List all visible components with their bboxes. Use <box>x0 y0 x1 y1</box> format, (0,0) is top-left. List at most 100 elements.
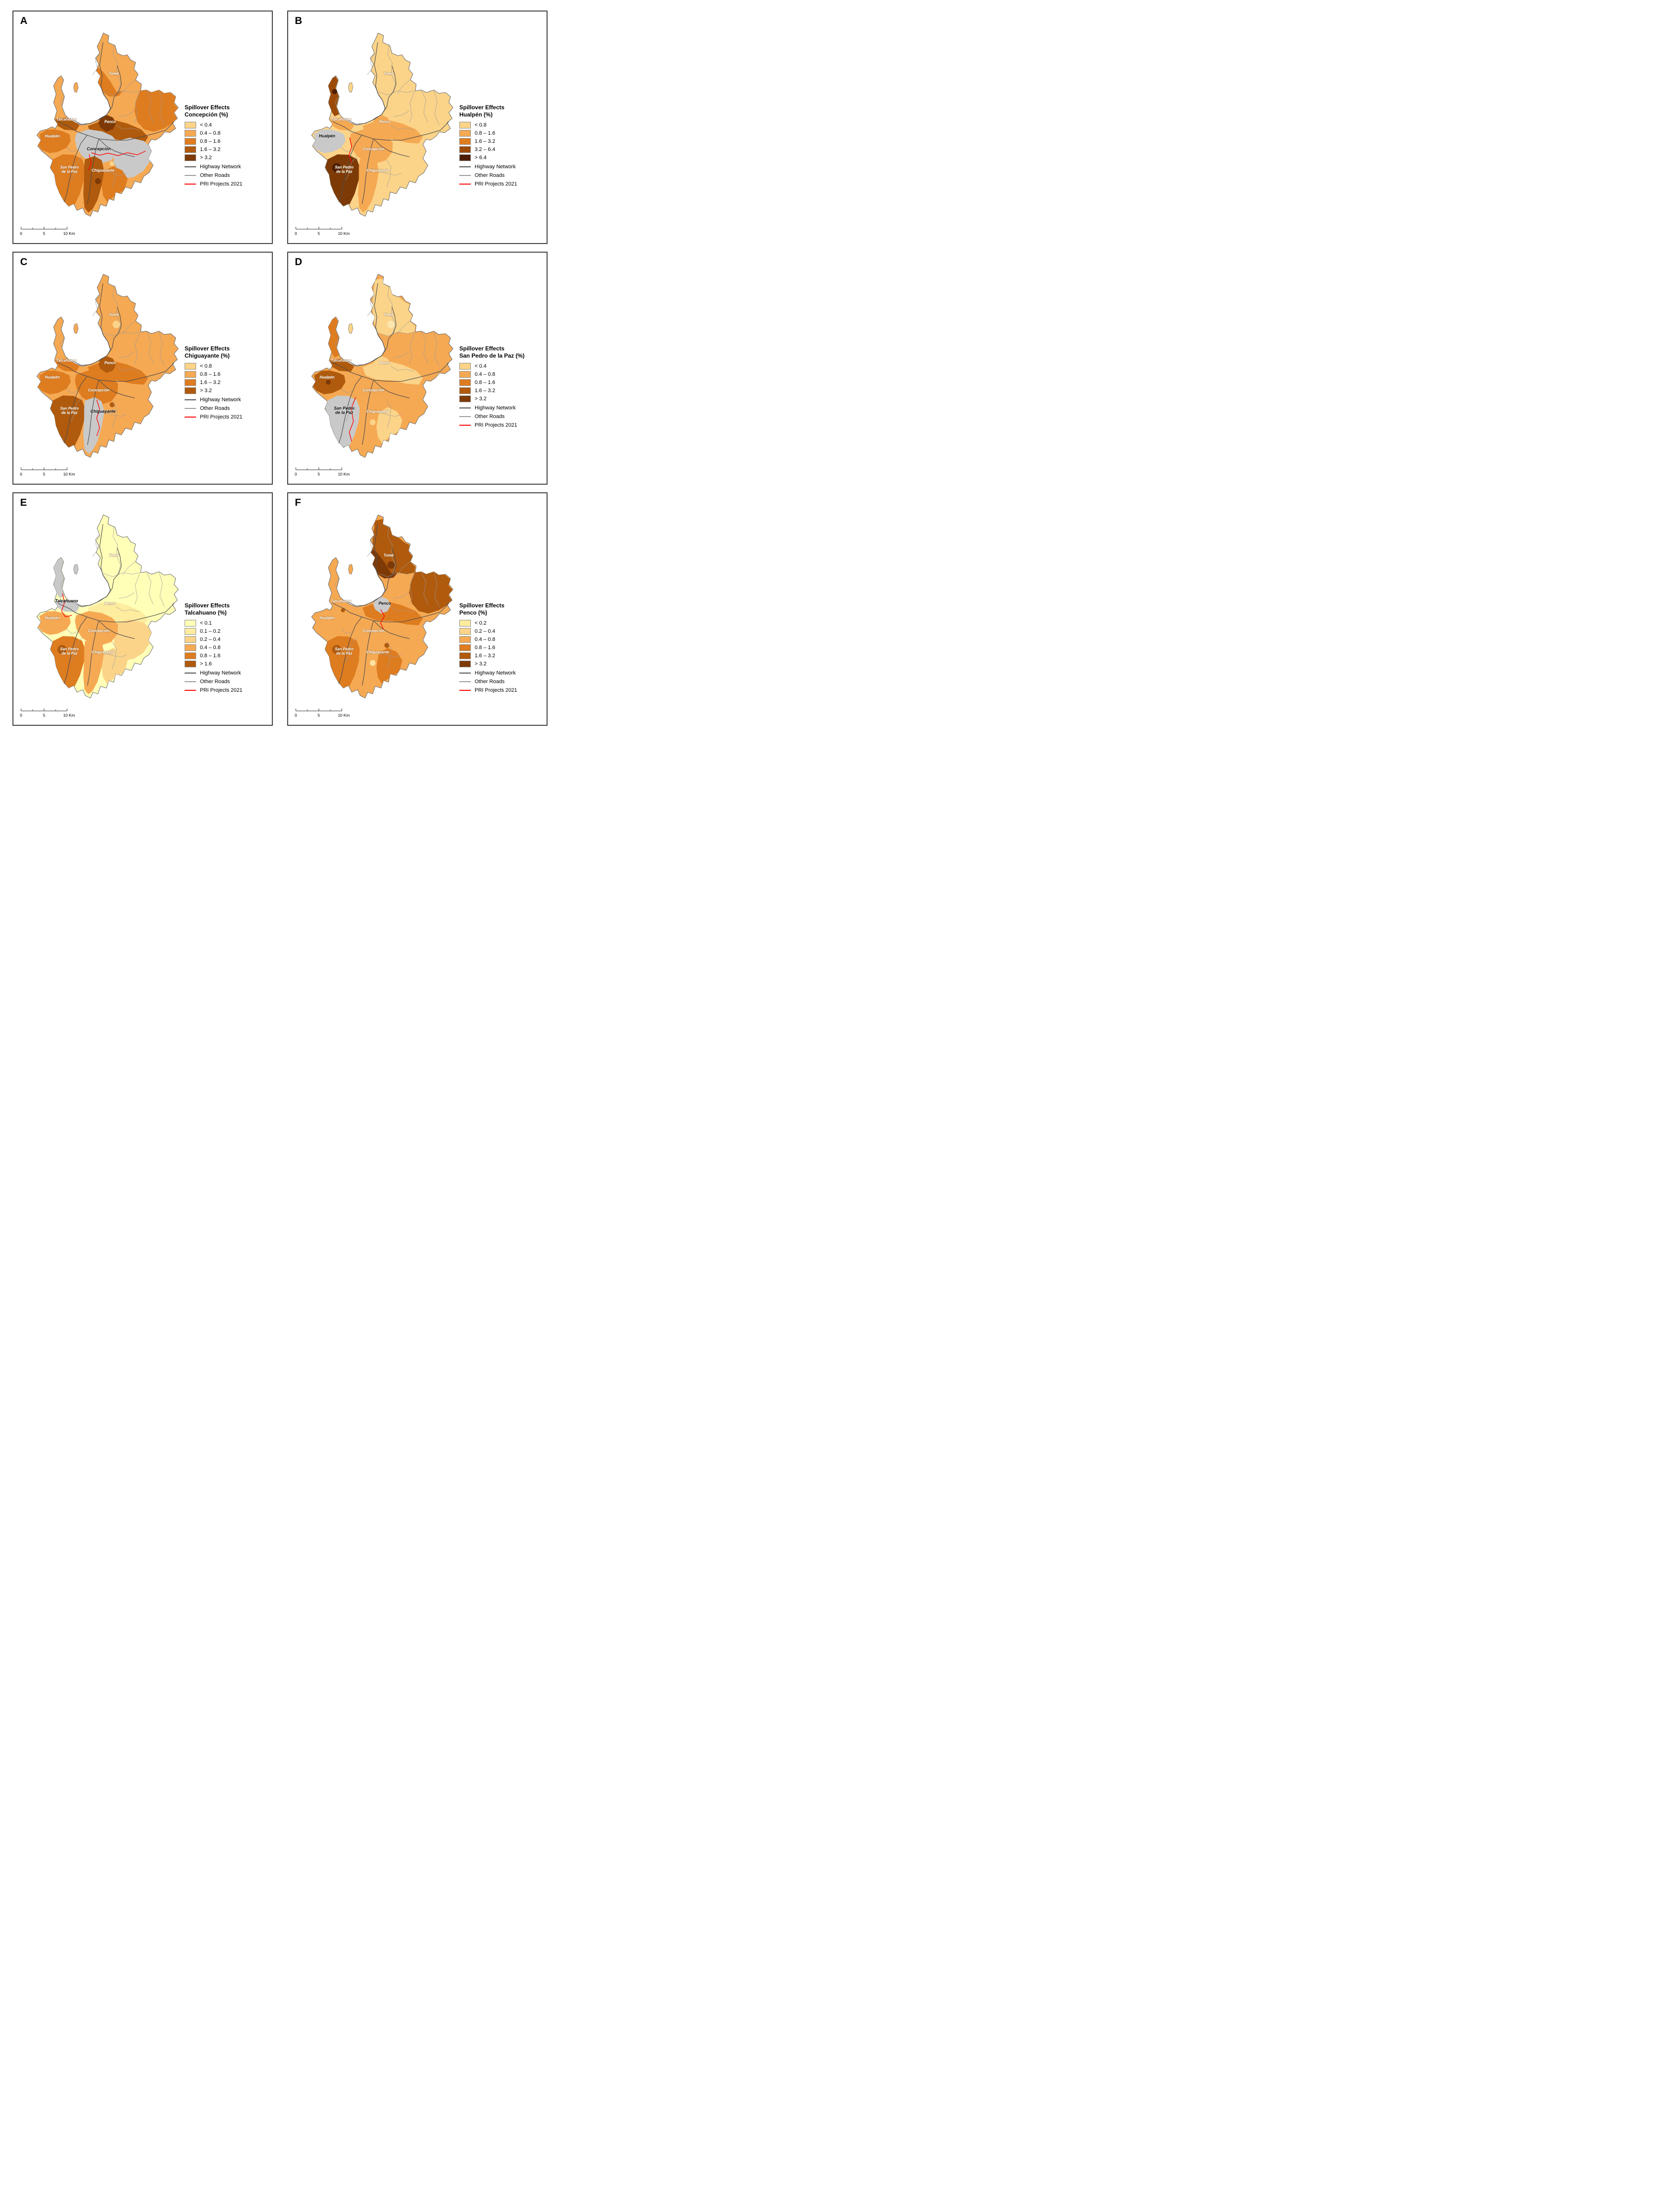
figure-grid: A Tomé Talcahuano Penco Hualpén Concepción Sa… <box>0 0 560 736</box>
legend-title-line2: Hualpén (%) <box>459 111 493 118</box>
legend-line-entries: Highway Network Other Roads PRI Projects 2… <box>459 164 542 187</box>
legend-class-row: 1.6 – 3.2 <box>459 138 542 145</box>
legend-line-label: PRI Projects 2021 <box>475 181 517 187</box>
region-penco <box>373 356 391 373</box>
region-fills <box>313 278 423 447</box>
region-penco <box>98 115 116 132</box>
legend-swatch <box>459 636 471 643</box>
legend-line-row: PRI Projects 2021 <box>459 181 542 187</box>
spot-conc_dot <box>109 161 115 166</box>
legend-line-row: PRI Projects 2021 <box>185 414 267 420</box>
legend-swatch <box>185 628 196 635</box>
pri-projects-line <box>88 151 146 171</box>
legend-line-row: Highway Network <box>185 164 267 170</box>
scale-bar: 0 5 10 Km <box>294 466 356 480</box>
other-roads-lines <box>60 44 165 187</box>
legend-swatch <box>185 661 196 668</box>
region-northeast <box>409 571 453 614</box>
scale-bar-label: 5 <box>43 713 46 718</box>
legend-line-label: Other Roads <box>475 679 505 685</box>
legend-swatch <box>185 138 196 145</box>
map-legend: Spillover Effects Talcahuano (%) < 0.1 0.… <box>185 602 267 696</box>
legend-class-label: 0.4 – 0.8 <box>475 371 495 377</box>
region-penco <box>373 597 391 614</box>
region-island <box>73 564 79 575</box>
scale-bar-label: 10 Km <box>338 231 350 236</box>
map-panel-a: A Tomé Talcahuano Penco Hualpén Concepción Sa… <box>12 11 273 244</box>
scale-bar-label: 10 Km <box>338 713 350 718</box>
region-conc_east <box>114 619 153 661</box>
legend-line-entries: Highway Network Other Roads PRI Projects 2… <box>185 164 267 187</box>
legend-title: Spillover Effects Penco (%) <box>459 602 542 616</box>
legend-line-row: Other Roads <box>459 679 542 685</box>
legend-line-label: Other Roads <box>200 679 230 685</box>
spot-tome_dot <box>387 320 395 328</box>
legend-line-label: Highway Network <box>475 164 516 170</box>
legend-class-label: 1.6 – 3.2 <box>200 147 221 153</box>
legend-class-row: 0.4 – 0.8 <box>185 130 267 137</box>
pri-projects-line <box>380 609 385 630</box>
scale-bar-label: 5 <box>43 231 46 236</box>
legend-class-row: > 3.2 <box>459 661 542 668</box>
legend-swatch <box>459 146 471 153</box>
legend-classes: < 0.8 0.8 – 1.6 1.6 – 3.2 3.2 – 6.4 > 6.4 <box>459 122 542 162</box>
legend-class-row: < 0.4 <box>459 362 542 370</box>
pri-projects-line <box>348 137 352 163</box>
legend-line-row: Highway Network <box>459 164 542 170</box>
legend-class-label: 0.1 – 0.2 <box>200 628 221 635</box>
legend-line-row: PRI Projects 2021 <box>185 181 267 187</box>
scale-bar-label: 10 Km <box>338 472 350 477</box>
region-talc_pen <box>327 317 339 358</box>
legend-class-row: < 0.2 <box>459 620 542 627</box>
panel-letter: D <box>295 256 303 267</box>
pri-projects-line <box>96 399 100 436</box>
region-island <box>73 82 79 93</box>
legend-swatch <box>459 644 471 651</box>
legend-title-line1: Spillover Effects <box>459 602 505 609</box>
legend-swatch <box>185 362 196 370</box>
spot-chig_dot <box>370 419 376 425</box>
map-legend: Spillover Effects Chiguayante (%) < 0.8 0… <box>185 345 267 423</box>
region-tome_band <box>370 549 398 579</box>
scale-bar-graphic: 0 5 10 Km <box>20 708 75 718</box>
legend-class-row: > 6.4 <box>459 154 542 162</box>
legend-title-line1: Spillover Effects <box>459 104 505 111</box>
legend-class-label: < 0.4 <box>200 122 212 128</box>
legend-swatch <box>185 379 196 386</box>
legend-class-label: > 6.4 <box>475 155 487 161</box>
pri-projects-line <box>349 396 356 442</box>
region-fills <box>313 76 423 213</box>
panel-letter: B <box>295 15 303 26</box>
legend-class-row: > 3.2 <box>185 154 267 162</box>
region-island <box>73 323 79 334</box>
scale-bar-label: 10 Km <box>63 472 75 477</box>
legend-swatch <box>459 362 471 370</box>
legend-class-label: 0.2 – 0.4 <box>475 628 495 635</box>
legend-title-line1: Spillover Effects <box>459 345 505 352</box>
legend-title-line2: San Pedro de la Paz (%) <box>459 352 525 359</box>
legend-class-label: > 3.2 <box>200 387 212 394</box>
panel-letter: A <box>20 15 28 26</box>
spot-sp_dot <box>332 163 341 173</box>
legend-line-sample <box>185 184 196 185</box>
legend-class-row: > 1.6 <box>185 661 267 668</box>
legend-swatch <box>459 395 471 402</box>
legend-line-sample <box>459 424 471 426</box>
legend-class-label: 0.4 – 0.8 <box>200 130 221 137</box>
legend-class-label: 1.6 – 3.2 <box>200 379 221 385</box>
legend-class-label: 1.6 – 3.2 <box>475 139 495 145</box>
spot-tome_dot <box>112 320 120 328</box>
legend-class-row: 1.6 – 3.2 <box>185 146 267 153</box>
legend-class-label: 0.8 – 1.6 <box>200 371 221 377</box>
legend-line-row: PRI Projects 2021 <box>185 687 267 693</box>
map-legend: Spillover Effects San Pedro de la Paz (%… <box>459 345 542 431</box>
highway-network-lines <box>58 524 175 686</box>
scale-bar-label: 5 <box>43 472 46 477</box>
legend-line-label: Other Roads <box>475 413 505 419</box>
legend-line-entries: Highway Network Other Roads PRI Projects 2… <box>185 670 267 693</box>
legend-line-entries: Highway Network Other Roads PRI Projects 2… <box>459 670 542 693</box>
legend-line-entries: Highway Network Other Roads PRI Projects 2… <box>185 397 267 420</box>
legend-swatch <box>185 122 196 129</box>
legend-class-label: > 3.2 <box>475 661 487 667</box>
